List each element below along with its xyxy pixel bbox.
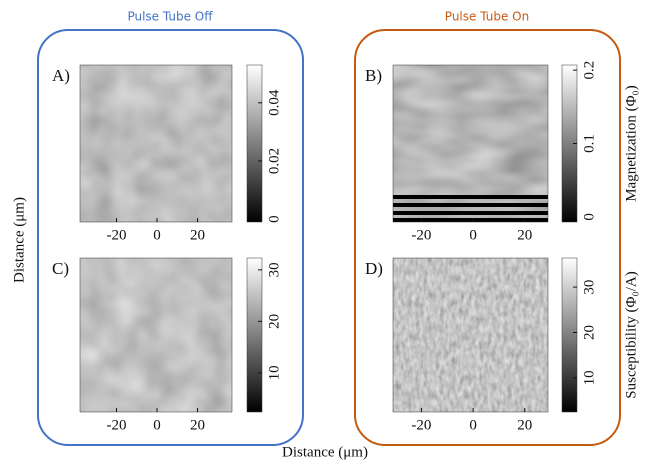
x-tick-label: -20 bbox=[106, 227, 126, 243]
x-tick-label: 20 bbox=[517, 417, 532, 433]
colorbar-tick-label: 30 bbox=[266, 262, 282, 277]
panel-label: A) bbox=[52, 66, 70, 85]
colorbar-label: Magnetization (Φ₀) bbox=[623, 85, 639, 202]
colorbar-tick-label: 0 bbox=[581, 213, 597, 221]
y-axis-label: Distance (μm) bbox=[11, 197, 27, 283]
x-tick-label: -20 bbox=[106, 417, 126, 433]
panel-label: B) bbox=[365, 66, 382, 85]
colorbar bbox=[562, 258, 577, 412]
group-title: Pulse Tube Off bbox=[127, 10, 213, 24]
image-d bbox=[393, 258, 548, 412]
x-tick-label: 0 bbox=[469, 417, 477, 433]
panel-label: C) bbox=[52, 259, 69, 278]
colorbar bbox=[247, 65, 262, 222]
colorbar-tick-label: 0.04 bbox=[266, 89, 282, 116]
colorbar-tick-label: 20 bbox=[581, 325, 597, 340]
colorbar-label: Susceptibility (Φ₀/A) bbox=[623, 271, 639, 398]
colorbar bbox=[247, 258, 262, 412]
image-c bbox=[80, 258, 232, 412]
panel-label: D) bbox=[365, 259, 383, 278]
x-tick-label: 0 bbox=[153, 227, 161, 243]
colorbar-tick-label: 10 bbox=[581, 370, 597, 385]
x-tick-label: 0 bbox=[153, 417, 161, 433]
colorbar-tick-label: 0.2 bbox=[581, 61, 597, 80]
colorbar-tick-label: 0.02 bbox=[266, 148, 282, 174]
colorbar-tick-label: 10 bbox=[266, 365, 282, 380]
x-tick-label: 20 bbox=[190, 417, 205, 433]
colorbar-tick-label: 30 bbox=[581, 280, 597, 295]
group-title: Pulse Tube On bbox=[445, 10, 529, 24]
x-tick-label: -20 bbox=[411, 227, 431, 243]
colorbar-tick-label: 20 bbox=[266, 314, 282, 329]
colorbar-tick-label: 0.1 bbox=[581, 134, 597, 153]
image-a bbox=[80, 65, 232, 222]
x-tick-label: 0 bbox=[469, 227, 477, 243]
x-tick-label: 20 bbox=[190, 227, 205, 243]
figure: Pulse Tube Off Pulse Tube On Distance (μ… bbox=[0, 0, 658, 464]
x-tick-label: -20 bbox=[411, 417, 431, 433]
x-tick-label: 20 bbox=[517, 227, 532, 243]
x-axis-label: Distance (μm) bbox=[282, 444, 368, 460]
colorbar-tick-label: 0 bbox=[266, 215, 282, 223]
